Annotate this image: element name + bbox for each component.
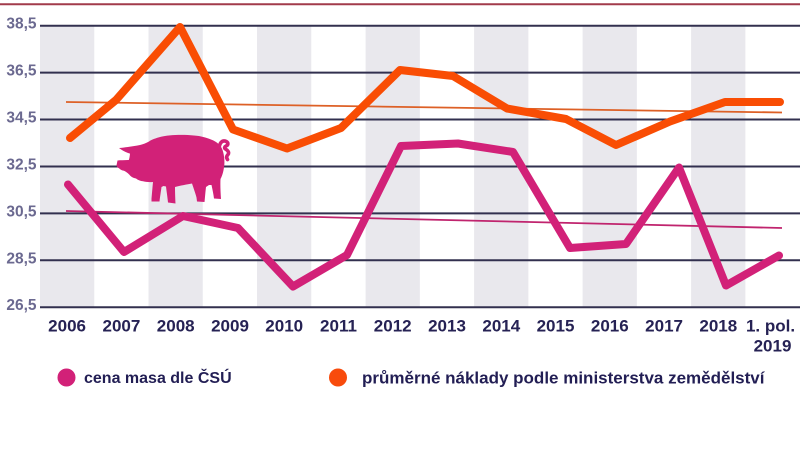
svg-text:28,5: 28,5: [6, 250, 37, 267]
svg-text:2010: 2010: [265, 317, 303, 336]
svg-text:2019: 2019: [754, 337, 792, 356]
svg-text:34,5: 34,5: [6, 110, 37, 127]
svg-text:2014: 2014: [482, 317, 520, 336]
svg-text:2018: 2018: [699, 317, 737, 336]
svg-text:1. pol.: 1. pol.: [746, 317, 795, 336]
svg-text:2011: 2011: [320, 317, 357, 336]
svg-text:2009: 2009: [211, 317, 249, 336]
svg-text:2016: 2016: [591, 317, 629, 336]
svg-text:32,5: 32,5: [6, 157, 37, 174]
svg-text:2008: 2008: [157, 317, 195, 336]
svg-text:2015: 2015: [537, 317, 575, 336]
svg-text:38,5: 38,5: [6, 16, 37, 33]
svg-text:2006: 2006: [48, 317, 86, 336]
svg-text:cena masa dle ČSÚ: cena masa dle ČSÚ: [84, 368, 232, 387]
svg-text:2013: 2013: [428, 317, 466, 336]
svg-text:2017: 2017: [645, 317, 683, 336]
svg-text:průměrné náklady podle ministe: průměrné náklady podle ministerstva země…: [362, 369, 766, 388]
svg-text:2007: 2007: [102, 317, 140, 336]
svg-text:30,5: 30,5: [6, 203, 37, 220]
svg-text:26,5: 26,5: [6, 297, 37, 314]
svg-text:36,5: 36,5: [6, 63, 37, 80]
svg-text:2012: 2012: [374, 317, 412, 336]
